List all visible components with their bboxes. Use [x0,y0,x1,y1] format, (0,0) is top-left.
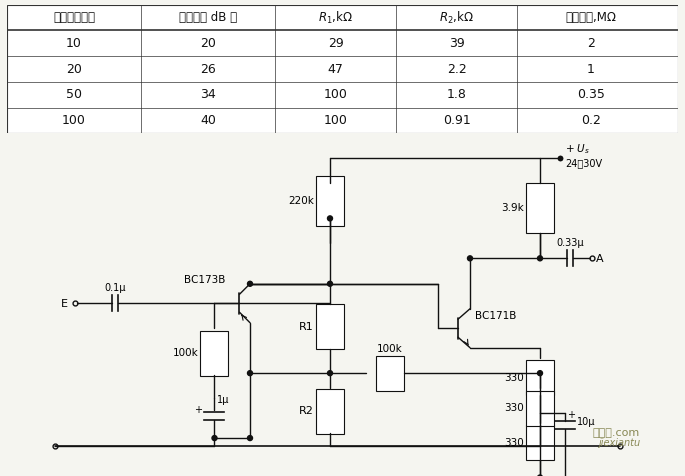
Text: 0.2: 0.2 [581,114,601,127]
Text: A: A [596,254,603,264]
Text: 220k: 220k [288,196,314,206]
Bar [201,331,229,376]
Bar [526,391,554,426]
Circle shape [212,436,217,441]
Text: $\it{R}_1$,kΩ: $\it{R}_1$,kΩ [319,10,353,26]
Text: + $U_s$: + $U_s$ [565,143,590,157]
Text: 电压放大 dB 数: 电压放大 dB 数 [179,11,237,24]
Circle shape [327,216,332,221]
Text: 10: 10 [66,37,82,50]
Text: 0.35: 0.35 [577,88,605,101]
Bar [316,304,344,349]
Circle shape [538,410,543,415]
Bar [316,176,344,226]
Text: 100: 100 [62,114,86,127]
Text: 100k: 100k [377,344,403,354]
Circle shape [467,256,473,261]
Text: 34: 34 [201,88,216,101]
Bar [526,183,554,233]
Text: 330: 330 [504,437,524,447]
Text: 0.91: 0.91 [443,114,471,127]
Circle shape [538,256,543,261]
Circle shape [538,475,543,476]
Circle shape [247,436,253,441]
Text: 47: 47 [328,62,344,76]
Bar [526,360,554,395]
Text: 2: 2 [587,37,595,50]
Text: 39: 39 [449,37,464,50]
Text: 1.8: 1.8 [447,88,466,101]
Text: E: E [61,299,68,309]
Bar [526,425,554,460]
Text: 20: 20 [66,62,82,76]
Text: 330: 330 [504,403,524,413]
Text: 100: 100 [324,114,348,127]
Text: 100: 100 [324,88,348,101]
Text: 24～30V: 24～30V [565,159,602,169]
Text: 2.2: 2.2 [447,62,466,76]
Text: 330: 330 [504,373,524,383]
Text: 接线图.com: 接线图.com [593,428,640,438]
Text: BC171B: BC171B [475,311,516,321]
Text: +: + [567,409,575,419]
Text: 输入电阻,MΩ: 输入电阻,MΩ [565,11,616,24]
Text: 20: 20 [200,37,216,50]
Circle shape [247,371,253,376]
Text: 100k: 100k [173,348,199,358]
Text: 40: 40 [200,114,216,127]
Text: +: + [195,405,203,415]
Text: 29: 29 [328,37,344,50]
Text: 1μ: 1μ [216,395,229,405]
Text: 电压放大倍数: 电压放大倍数 [53,11,95,24]
Circle shape [247,281,253,286]
Text: 10μ: 10μ [577,416,595,426]
Circle shape [538,371,543,376]
Text: BC173B: BC173B [184,275,226,285]
Text: 3.9k: 3.9k [501,203,524,213]
Bar [376,356,404,391]
Circle shape [327,371,332,376]
Text: 0.1μ: 0.1μ [104,283,126,293]
Text: 26: 26 [201,62,216,76]
Text: 50: 50 [66,88,82,101]
Text: $\it{R}_2$,kΩ: $\it{R}_2$,kΩ [439,10,474,26]
Text: R1: R1 [299,322,314,332]
Text: R2: R2 [299,406,314,416]
Bar [316,388,344,434]
Text: 0.33μ: 0.33μ [556,238,584,248]
Text: 1: 1 [587,62,595,76]
Circle shape [327,281,332,286]
Text: jiexiantu: jiexiantu [598,438,640,448]
